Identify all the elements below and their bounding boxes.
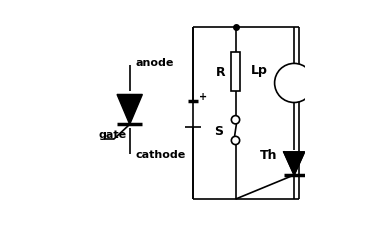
Circle shape — [231, 137, 240, 145]
Text: Th: Th — [259, 148, 277, 161]
Text: R: R — [216, 66, 226, 79]
Text: +: + — [199, 91, 208, 101]
Text: S: S — [214, 124, 223, 137]
Polygon shape — [284, 152, 304, 175]
Bar — [231, 53, 240, 92]
Text: gate: gate — [99, 129, 127, 139]
Circle shape — [275, 64, 314, 103]
Text: anode: anode — [135, 58, 174, 68]
Circle shape — [231, 116, 240, 124]
Text: Lp: Lp — [251, 63, 268, 76]
Polygon shape — [117, 95, 143, 125]
Text: cathode: cathode — [135, 150, 186, 160]
